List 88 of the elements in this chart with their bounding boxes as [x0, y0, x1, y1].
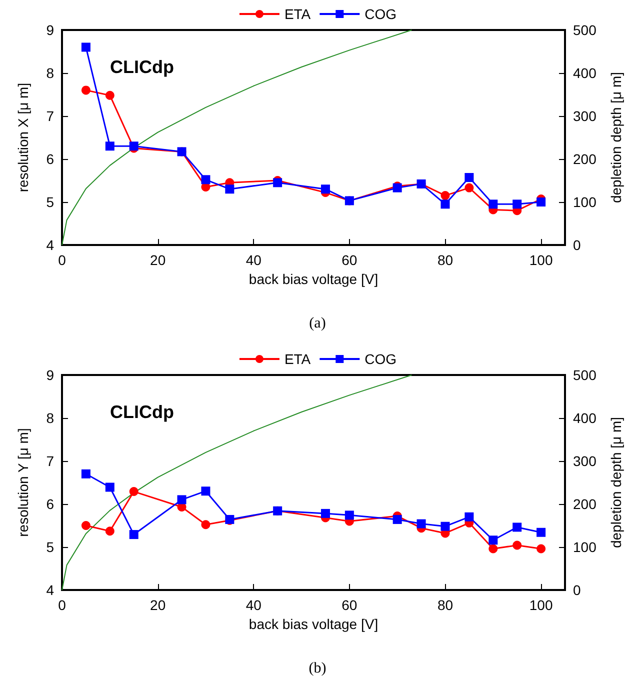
point	[512, 522, 522, 532]
x-axis-title: back bias voltage [V]	[248, 270, 378, 287]
line-series	[62, 374, 412, 590]
text: (a)	[309, 316, 326, 332]
y-axis-title: resolution X [μ m]	[15, 82, 31, 192]
y-axis-title: resolution Y [μ m]	[15, 428, 31, 537]
point	[105, 142, 114, 151]
y-tick-label: 7	[46, 453, 54, 469]
x-tick-label: 60	[342, 597, 358, 613]
point	[464, 183, 474, 192]
y-tick-label: 9	[46, 367, 54, 383]
x-tick-label: 80	[437, 597, 454, 613]
y-tick-label: 5	[46, 194, 54, 210]
y2-tick-label: 300	[573, 453, 597, 469]
y2-tick-label: 100	[573, 194, 597, 210]
y2-tick-label: 500	[573, 367, 597, 383]
point	[440, 200, 450, 209]
point	[177, 495, 186, 504]
y-tick-label: 5	[46, 539, 54, 555]
point	[488, 544, 498, 554]
point	[81, 42, 90, 52]
point	[273, 178, 282, 188]
y2-tick-label: 500	[573, 22, 597, 38]
legend-label: COG	[364, 351, 397, 367]
point	[81, 521, 90, 530]
point	[225, 184, 234, 194]
y2-axis-title: depletion depth [μ m]	[608, 416, 624, 548]
x-tick-label: 0	[58, 597, 66, 613]
y2-tick-label: 100	[573, 539, 597, 555]
point	[440, 522, 450, 531]
y-tick-label: 6	[46, 151, 54, 167]
y2-tick-label: 0	[573, 237, 581, 253]
point	[81, 86, 90, 95]
point	[81, 469, 90, 478]
y2-tick-label: 400	[573, 410, 597, 426]
point	[536, 528, 546, 537]
point	[536, 544, 546, 554]
legend-label: COG	[364, 6, 397, 22]
point	[536, 198, 546, 206]
point	[201, 486, 210, 496]
y2-tick-label: 200	[573, 151, 597, 167]
point	[201, 520, 210, 530]
point	[488, 200, 498, 209]
x-tick-label: 80	[437, 252, 454, 268]
x-tick-label: 20	[150, 597, 166, 613]
point	[105, 526, 114, 536]
x-axis-title: back bias voltage [V]	[248, 616, 378, 632]
point	[129, 530, 138, 540]
point	[512, 540, 522, 550]
y2-tick-label: 0	[573, 582, 581, 598]
y-tick-label: 8	[46, 410, 54, 426]
point	[320, 184, 330, 194]
y-tick-label: 4	[46, 237, 54, 253]
y-tick-label: 6	[46, 496, 54, 512]
y2-tick-label: 200	[573, 496, 597, 512]
point	[440, 191, 450, 200]
y-tick-label: 8	[46, 65, 54, 81]
legend-label: ETA	[284, 351, 312, 367]
point	[488, 536, 498, 545]
text: (b)	[308, 660, 326, 676]
point	[320, 508, 330, 518]
y2-tick-label: 400	[573, 65, 597, 81]
x-tick-label: 0	[58, 252, 66, 268]
point	[416, 519, 426, 528]
y2-tick-label: 300	[573, 108, 597, 124]
point	[105, 90, 114, 100]
point	[464, 512, 474, 522]
x-tick-label: 60	[342, 252, 358, 268]
point	[512, 200, 522, 209]
y-tick-label: 4	[46, 582, 54, 598]
annotation: CLICdp	[110, 402, 174, 422]
x-tick-label: 40	[246, 252, 262, 268]
x-tick-label: 20	[150, 252, 166, 268]
point	[129, 487, 138, 496]
y-tick-label: 7	[46, 108, 54, 124]
y-tick-label: 9	[46, 22, 54, 38]
x-tick-label: 100	[529, 597, 553, 613]
x-tick-label: 100	[529, 252, 553, 268]
point	[464, 172, 474, 182]
x-tick-label: 40	[246, 597, 262, 613]
annotation: CLICdp	[110, 57, 174, 77]
point	[201, 175, 210, 184]
line-series	[62, 30, 412, 246]
legend-label: ETA	[284, 6, 312, 22]
point	[105, 482, 114, 492]
point	[344, 510, 354, 520]
y2-axis-title: depletion depth [μ m]	[608, 72, 624, 204]
point	[392, 514, 402, 524]
